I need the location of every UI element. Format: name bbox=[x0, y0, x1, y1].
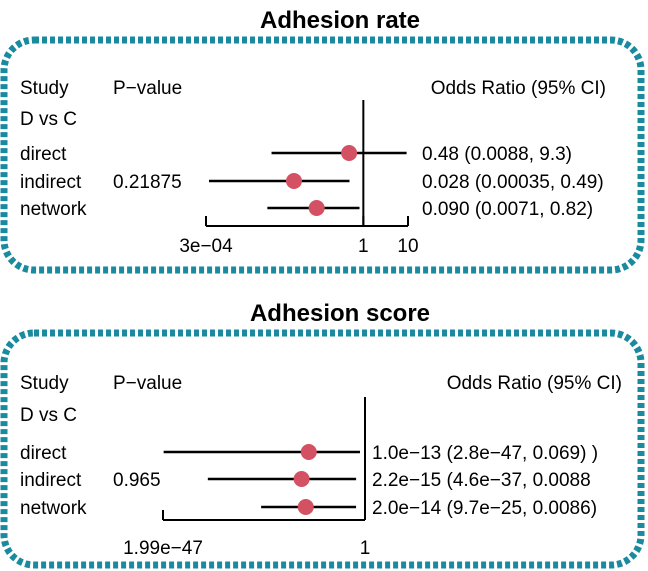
row-label: direct bbox=[20, 144, 67, 165]
row-pvalue: 0.21875 bbox=[113, 172, 182, 193]
point-estimate bbox=[308, 200, 325, 216]
group-label: D vs C bbox=[20, 405, 77, 426]
row-ci-text: 0.090 (0.0071, 0.82) bbox=[422, 199, 593, 220]
row-network: network 0.090 (0.0071, 0.82) bbox=[20, 199, 593, 220]
row-ci-text: 1.0e−13 (2.8e−47, 0.069) ) bbox=[372, 443, 598, 464]
row-ci-text: 0.028 (0.00035, 0.49) bbox=[422, 172, 604, 193]
panel-adhesion-rate: Adhesion rate Study P−value Odds Ratio (… bbox=[0, 7, 645, 274]
row-ci-text: 2.2e−15 (4.6e−37, 0.0088 bbox=[372, 470, 591, 491]
panel-adhesion-score: Adhesion score Study P−value Odds Ratio … bbox=[0, 300, 645, 569]
pvalue-header: P−value bbox=[113, 373, 182, 394]
row-label: network bbox=[20, 498, 87, 519]
panel-title: Adhesion rate bbox=[260, 7, 420, 34]
study-header: Study bbox=[20, 78, 69, 99]
point-estimate bbox=[341, 145, 358, 161]
point-estimate bbox=[300, 444, 317, 460]
x-axis: 1.99e−47 1 bbox=[123, 397, 370, 559]
estimate-header: Odds Ratio (95% CI) bbox=[431, 78, 606, 99]
tick-label: 1.99e−47 bbox=[123, 538, 203, 559]
x-axis: 3e−04 1 10 bbox=[179, 100, 419, 257]
study-header: Study bbox=[20, 373, 69, 394]
rows: direct 1.0e−13 (2.8e−47, 0.069) ) indirect… bbox=[20, 443, 598, 519]
point-estimate bbox=[293, 471, 310, 487]
dashed-frame bbox=[0, 36, 645, 274]
pvalue-header: P−value bbox=[113, 78, 182, 99]
dashed-frame bbox=[0, 329, 645, 569]
row-label: direct bbox=[20, 443, 67, 464]
point-estimate bbox=[297, 499, 314, 515]
tick-label: 3e−04 bbox=[179, 236, 233, 257]
row-network: network 2.0e−14 (9.7e−25, 0.0086) bbox=[20, 498, 597, 519]
tick-label: 1 bbox=[360, 538, 371, 559]
rows: direct 0.48 (0.0088, 9.3) indirect 0.21875 0… bbox=[20, 144, 604, 220]
row-ci-text: 0.48 (0.0088, 9.3) bbox=[422, 144, 572, 165]
row-pvalue: 0.965 bbox=[113, 470, 161, 491]
row-direct: direct 1.0e−13 (2.8e−47, 0.069) ) bbox=[20, 443, 598, 464]
panel-title: Adhesion score bbox=[250, 300, 430, 327]
point-estimate bbox=[285, 173, 302, 189]
row-label: indirect bbox=[20, 470, 82, 491]
row-ci-text: 2.0e−14 (9.7e−25, 0.0086) bbox=[372, 498, 597, 519]
row-indirect: indirect 0.21875 0.028 (0.00035, 0.49) bbox=[20, 172, 604, 193]
row-label: indirect bbox=[20, 172, 82, 193]
row-direct: direct 0.48 (0.0088, 9.3) bbox=[20, 144, 572, 165]
row-indirect: indirect 0.965 2.2e−15 (4.6e−37, 0.0088 bbox=[20, 470, 591, 491]
tick-label: 1 bbox=[358, 236, 369, 257]
row-label: network bbox=[20, 199, 87, 220]
group-label: D vs C bbox=[20, 109, 77, 130]
estimate-header: Odds Ratio (95% CI) bbox=[447, 373, 622, 394]
tick-label: 10 bbox=[397, 236, 418, 257]
